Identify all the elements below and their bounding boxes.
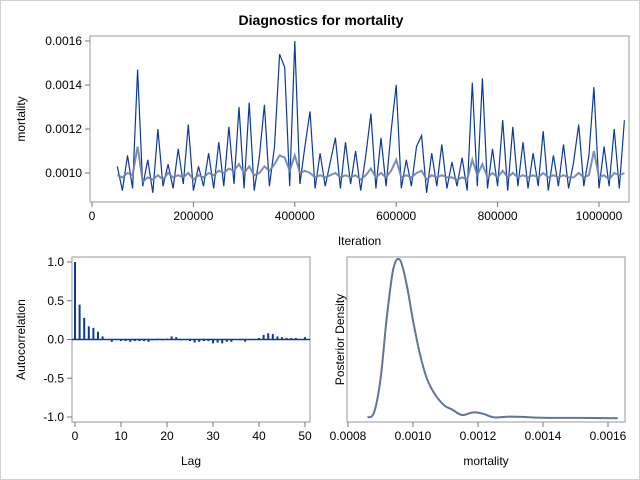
x-tick-label: 400000	[275, 209, 315, 223]
acf-bar	[124, 339, 127, 342]
x-tick-label: 0	[72, 429, 79, 443]
acf-bar	[87, 326, 90, 340]
x-tick-label: 0.0012	[460, 429, 497, 443]
y-tick-label: 1.0	[47, 255, 64, 269]
acf-bar	[101, 336, 104, 340]
x-tick-label: 30	[206, 429, 220, 443]
x-tick-label: 0	[89, 209, 96, 223]
x-tick-label: 0.0016	[590, 429, 627, 443]
acf-bar	[78, 304, 81, 340]
acf-bar	[304, 337, 306, 340]
y-tick-label: 0.0016	[45, 34, 82, 48]
trace-panel: 0 200000 400000 600000 800000 1000000 0.0010 0.…	[14, 34, 630, 248]
acf-bar	[225, 339, 228, 342]
x-tick-label: 40	[252, 429, 266, 443]
acf-bar	[202, 339, 205, 342]
density-curve	[366, 257, 618, 420]
x-tick-label: 800000	[478, 209, 518, 223]
acf-bar	[92, 327, 95, 340]
acf-bar	[138, 339, 141, 342]
y-tick-label: 0.0014	[45, 78, 82, 92]
x-axis-label: Iteration	[338, 234, 381, 248]
y-tick-label: 0.0012	[45, 122, 82, 136]
y-tick-label: 0.0	[47, 333, 64, 347]
acf-bar	[216, 339, 219, 343]
acf-bar	[97, 331, 99, 340]
acf-bar	[193, 339, 196, 343]
acf-bar	[276, 336, 279, 340]
x-axis-label: mortality	[463, 454, 508, 468]
acf-bar	[207, 339, 210, 342]
acf-bar	[189, 339, 191, 342]
acf-bar	[198, 339, 201, 342]
y-axis-label: Autocorrelation	[14, 299, 28, 380]
acf-bar	[170, 336, 173, 340]
acf-bar	[285, 337, 288, 340]
plot-frame	[89, 35, 630, 203]
acf-bar	[281, 337, 283, 340]
acf-bar	[110, 339, 113, 342]
chart-title: Diagnostics for mortality	[239, 12, 404, 28]
acf-bar	[120, 339, 122, 342]
x-tick-label: 0.0008	[330, 429, 367, 443]
acf-bar	[212, 339, 214, 344]
y-tick-label: -1.0	[43, 410, 64, 424]
acf-bar	[83, 317, 86, 340]
x-tick-label: 600000	[376, 209, 416, 223]
x-tick-label: 1000000	[576, 209, 623, 223]
y-tick-label: 0.5	[47, 294, 64, 308]
acf-bar	[133, 339, 136, 342]
x-tick-label: 0.0010	[395, 429, 432, 443]
acf-bar	[230, 339, 233, 342]
plot-frame	[346, 256, 626, 423]
x-axis-label: Lag	[181, 454, 201, 468]
acf-bar	[147, 339, 150, 342]
y-tick-label: -0.5	[43, 371, 64, 385]
x-tick-label: 50	[298, 429, 312, 443]
trace-line	[116, 40, 625, 193]
acf-bar	[129, 339, 132, 342]
acf-bar	[290, 337, 293, 340]
acf-bar	[175, 337, 178, 340]
y-axis-label: mortality	[14, 96, 28, 141]
y-axis-label: Posterior Density	[333, 294, 347, 385]
acf-bar	[74, 262, 76, 340]
x-tick-label: 10	[114, 429, 128, 443]
acf-bar	[244, 339, 247, 342]
acf-bar	[271, 334, 274, 340]
density-panel: 0.0008 0.0010 0.0012 0.0014 0.0016 mortality P…	[330, 256, 627, 468]
autocorrelation-panel: 0 10 20 30 40 50 -1.0 -0.5 0.0 0.5 1.0 Lag Autocorre…	[14, 255, 312, 468]
acf-bar	[294, 337, 297, 340]
acf-bar	[221, 339, 224, 344]
acf-bar	[262, 334, 265, 340]
x-tick-label: 200000	[173, 209, 213, 223]
x-tick-label: 0.0014	[525, 429, 562, 443]
x-tick-label: 20	[160, 429, 174, 443]
smoothed-mean-line	[116, 146, 625, 184]
acf-bar	[258, 337, 260, 340]
acf-bar	[267, 333, 270, 340]
y-tick-label: 0.0010	[45, 166, 82, 180]
acf-bar	[143, 339, 145, 342]
